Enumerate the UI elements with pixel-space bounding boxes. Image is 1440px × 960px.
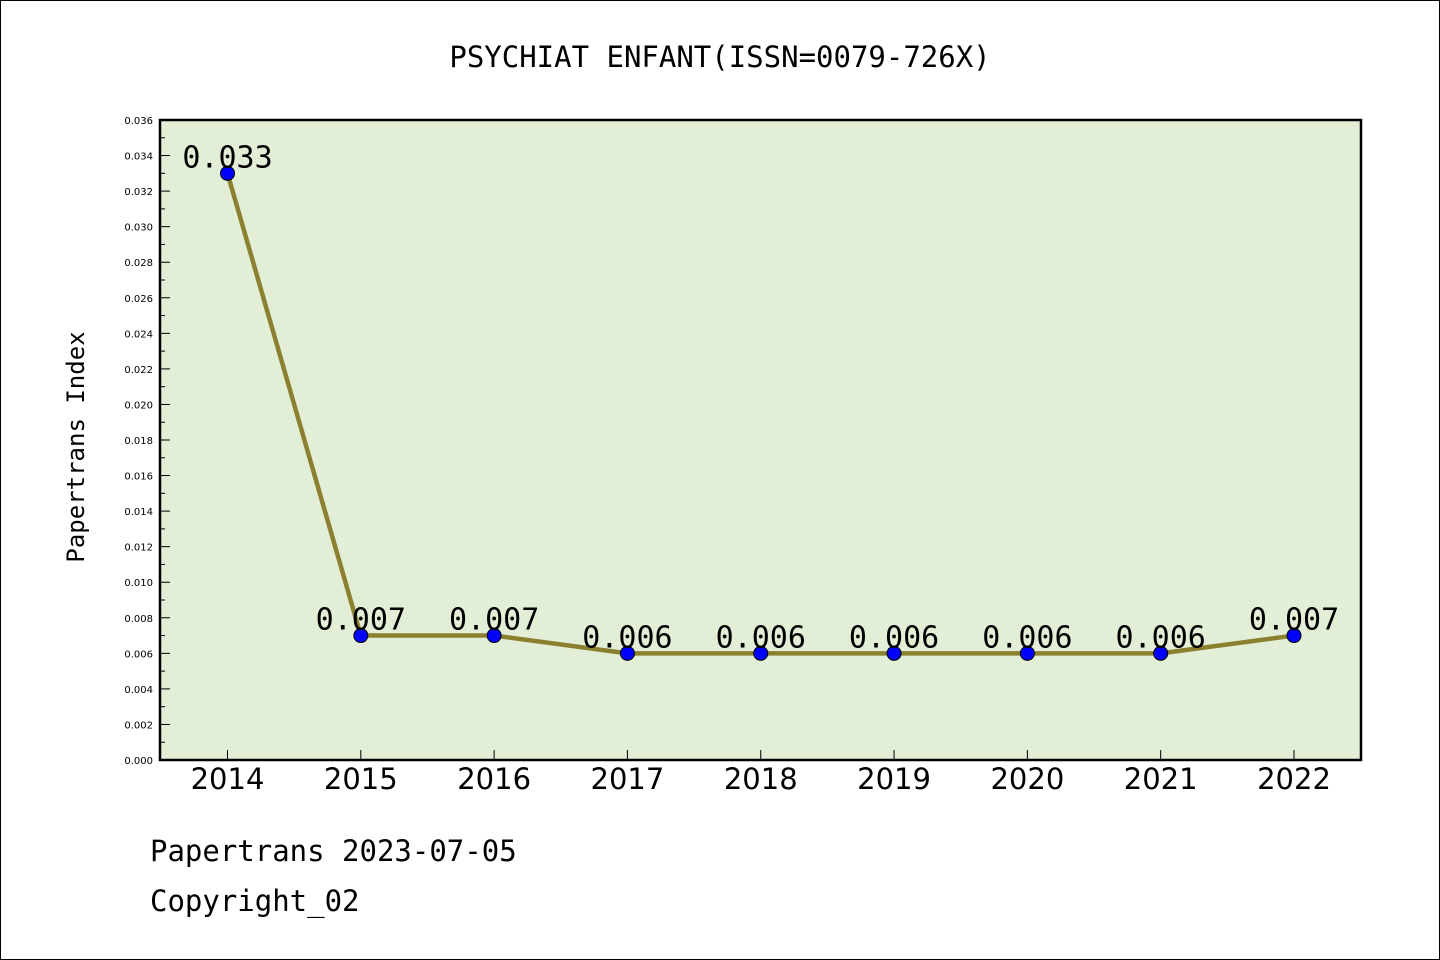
y-tick-label: 0.028 bbox=[124, 258, 153, 269]
y-tick-label: 0.032 bbox=[124, 187, 153, 198]
y-tick-label: 0.004 bbox=[124, 685, 153, 696]
y-tick-label: 0.016 bbox=[124, 472, 153, 483]
data-label: 0.007 bbox=[316, 603, 406, 638]
y-tick-label: 0.010 bbox=[124, 578, 153, 589]
data-label: 0.006 bbox=[716, 620, 806, 655]
x-axis: 2014 2015 2016 2017 2018 2019 2020 2021 2022 bbox=[191, 750, 1331, 796]
y-axis-label: Papertrans Index bbox=[62, 331, 90, 562]
y-tick-label: 0.014 bbox=[124, 507, 153, 518]
x-tick-label: 2022 bbox=[1257, 762, 1331, 796]
data-point bbox=[353, 628, 369, 644]
data-point bbox=[1286, 628, 1302, 644]
y-tick-label: 0.008 bbox=[124, 614, 153, 625]
x-tick-label: 2015 bbox=[324, 762, 398, 796]
data-label: 0.033 bbox=[182, 140, 272, 175]
data-point bbox=[486, 628, 502, 644]
x-tick-label: 2018 bbox=[724, 762, 798, 796]
plot-area bbox=[158, 118, 1363, 762]
data-label: 0.006 bbox=[982, 620, 1072, 655]
y-tick-label: 0.022 bbox=[124, 365, 153, 376]
data-label: 0.007 bbox=[449, 603, 539, 638]
data-labels: 0.033 0.007 0.007 0.006 0.006 0.006 0.006 0.006… bbox=[182, 140, 1339, 655]
x-tick-label: 2020 bbox=[990, 762, 1064, 796]
data-point bbox=[1019, 645, 1035, 661]
y-tick-label: 0.026 bbox=[124, 294, 153, 305]
y-tick-label: 0.012 bbox=[124, 543, 153, 554]
x-tick-label: 2016 bbox=[457, 762, 531, 796]
y-tick-label: 0.000 bbox=[124, 756, 153, 767]
data-point bbox=[753, 645, 769, 661]
data-label: 0.006 bbox=[582, 620, 672, 655]
data-point bbox=[220, 165, 235, 181]
y-tick-label: 0.002 bbox=[124, 720, 153, 731]
data-label: 0.006 bbox=[849, 620, 939, 655]
footer-copyright: Copyright_02 bbox=[150, 884, 360, 918]
data-label: 0.007 bbox=[1249, 603, 1339, 638]
x-tick-label: 2019 bbox=[857, 762, 931, 796]
y-tick-label: 0.036 bbox=[124, 116, 153, 127]
data-label: 0.006 bbox=[1116, 620, 1206, 655]
y-tick-label: 0.034 bbox=[124, 152, 153, 163]
x-tick-label: 2017 bbox=[591, 762, 665, 796]
data-point bbox=[886, 645, 902, 661]
x-tick-label: 2021 bbox=[1124, 762, 1198, 796]
data-markers bbox=[220, 165, 1302, 661]
y-tick-label: 0.018 bbox=[124, 436, 153, 447]
footer-date: Papertrans 2023-07-05 bbox=[150, 834, 517, 868]
y-tick-label: 0.030 bbox=[124, 223, 153, 234]
y-tick-label: 0.024 bbox=[124, 329, 153, 340]
x-tick-label: 2014 bbox=[191, 762, 265, 796]
y-tick-label: 0.020 bbox=[124, 400, 153, 411]
chart-title: PSYCHIAT ENFANT(ISSN=0079-726X) bbox=[449, 40, 990, 74]
data-point bbox=[619, 645, 635, 661]
data-point bbox=[1153, 645, 1169, 661]
y-tick-label: 0.006 bbox=[124, 649, 153, 660]
y-axis: 0.000 0.002 0.004 0.006 0.008 0.010 0.012 0.014… bbox=[124, 116, 170, 767]
